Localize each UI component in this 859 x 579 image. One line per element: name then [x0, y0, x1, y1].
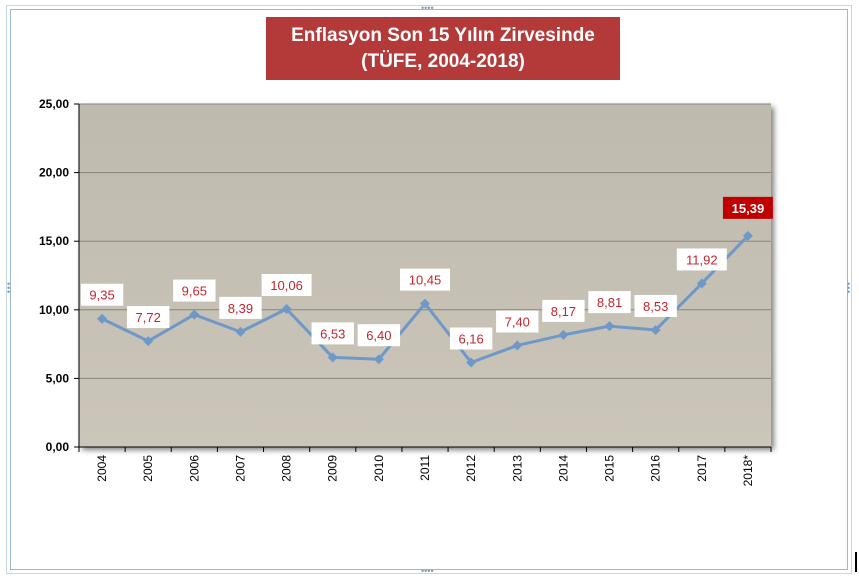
right-resize-handle[interactable]: • • •	[847, 279, 851, 297]
data-point	[189, 309, 200, 320]
data-label-box	[400, 268, 450, 291]
data-label: 6,53	[320, 326, 345, 341]
x-tick-label: 2017	[695, 455, 709, 482]
chart-title: Enflasyon Son 15 Yılın Zirvesinde	[291, 24, 595, 46]
chart-subtitle: (TÜFE, 2004-2018)	[361, 50, 525, 72]
x-tick-label: 2006	[187, 455, 201, 482]
data-point	[466, 357, 477, 368]
bottom-resize-handle[interactable]: ••••	[421, 566, 434, 576]
data-label-box	[357, 324, 401, 347]
data-label: 15,39	[732, 201, 765, 216]
y-tick-label: 20,00	[39, 166, 69, 180]
data-label: 8,39	[228, 301, 253, 316]
data-point	[235, 326, 246, 337]
data-label-box	[542, 299, 585, 322]
data-point	[97, 313, 108, 324]
y-tick-label: 15,00	[39, 234, 69, 248]
top-resize-handle[interactable]: ••••	[421, 3, 434, 13]
chart-outer-border	[6, 5, 852, 574]
x-tick-label: 2018*	[741, 455, 755, 487]
y-tick-label: 5,00	[46, 371, 70, 385]
data-label-box	[80, 283, 124, 306]
data-label-box	[496, 310, 539, 333]
y-tick-label: 25,00	[39, 97, 69, 111]
data-point	[327, 352, 338, 363]
data-label: 8,81	[597, 295, 622, 310]
data-point	[143, 336, 154, 347]
data-point	[650, 324, 661, 335]
x-tick-label: 2013	[510, 455, 524, 482]
data-label: 8,17	[551, 304, 576, 319]
highlight-label-box	[722, 196, 773, 219]
data-label-box	[676, 248, 727, 271]
data-label-box	[219, 296, 262, 319]
data-label-box	[449, 327, 493, 350]
data-point	[512, 340, 523, 351]
data-label: 6,16	[458, 331, 483, 346]
data-label: 7,40	[505, 314, 530, 329]
data-point	[742, 230, 753, 241]
data-point	[373, 354, 384, 365]
data-label: 7,72	[136, 310, 161, 325]
y-tick-label: 10,00	[39, 303, 69, 317]
data-label: 10,45	[409, 273, 442, 288]
data-point	[604, 321, 615, 332]
x-tick-label: 2012	[464, 455, 478, 482]
data-label-box	[127, 306, 170, 329]
x-tick-label: 2014	[556, 455, 570, 482]
data-label: 11,92	[686, 252, 718, 267]
data-label-box	[261, 273, 312, 296]
data-point	[558, 329, 569, 340]
left-resize-handle[interactable]: • • •	[7, 279, 11, 297]
chart-title-box: Enflasyon Son 15 Yılın Zirvesinde (TÜFE,…	[266, 17, 620, 80]
data-label-box	[173, 279, 216, 302]
data-label: 8,53	[643, 299, 668, 314]
x-tick-label: 2007	[233, 455, 247, 482]
x-tick-label: 2011	[418, 455, 432, 481]
data-label-box	[634, 294, 677, 317]
x-tick-label: 2004	[95, 455, 109, 482]
data-label-box	[311, 322, 354, 345]
data-point	[281, 303, 292, 314]
data-label-box	[588, 291, 631, 314]
data-label: 10,06	[270, 278, 303, 293]
x-tick-label: 2008	[280, 455, 294, 482]
data-point	[696, 278, 707, 289]
x-tick-label: 2005	[141, 455, 155, 482]
x-tick-label: 2015	[603, 455, 617, 482]
x-tick-label: 2009	[326, 455, 340, 482]
x-tick-label: 2016	[649, 455, 663, 482]
text-cursor	[855, 552, 857, 572]
data-label: 9,65	[182, 284, 207, 299]
data-label: 9,35	[89, 288, 114, 303]
y-tick-label: 0,00	[46, 440, 70, 454]
x-tick-label: 2010	[372, 455, 386, 482]
data-point	[420, 298, 430, 309]
data-label: 6,40	[366, 328, 391, 343]
